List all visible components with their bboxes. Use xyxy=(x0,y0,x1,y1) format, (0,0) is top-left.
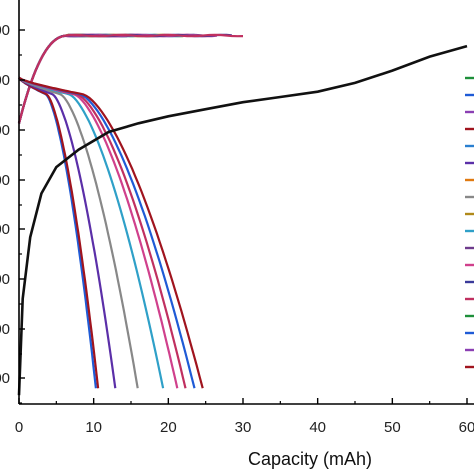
charge-curve xyxy=(17,33,139,124)
discharge-curve xyxy=(18,76,204,389)
y-tick-label: 00 xyxy=(0,22,10,39)
x-tick-label: 50 xyxy=(384,419,401,436)
discharge-curve xyxy=(18,77,100,389)
y-tick-label: 00 xyxy=(0,370,10,387)
charge-curve xyxy=(17,33,244,124)
x-tick-label: 0 xyxy=(15,419,23,436)
x-axis-title: Capacity (mAh) xyxy=(248,449,372,469)
y-tick-label: 00 xyxy=(0,122,10,139)
discharge-curve xyxy=(18,76,139,389)
discharge-curve xyxy=(18,76,117,389)
x-tick-label: 60 xyxy=(459,419,474,436)
discharge-curve xyxy=(18,76,187,389)
charge-curve xyxy=(17,33,128,124)
x-tick-label: 10 xyxy=(85,419,102,436)
x-tick-label: 30 xyxy=(235,419,252,436)
y-tick-label: 00 xyxy=(0,221,10,238)
y-tick-label: 00 xyxy=(0,172,10,189)
y-tick-label: 00 xyxy=(0,72,10,89)
x-tick-label: 20 xyxy=(160,419,177,436)
charge-curve xyxy=(17,33,150,124)
legend-swatches xyxy=(465,76,474,369)
discharge-curve xyxy=(18,76,196,389)
y-tick-label: 00 xyxy=(0,321,10,338)
tick-labels: 0 10 20 30 40 50 60 00 00 00 00 00 00 00 00 xyxy=(0,22,474,436)
data-curves xyxy=(17,33,468,396)
black-curve xyxy=(17,44,468,396)
charge-curve xyxy=(17,33,195,124)
tick-marks xyxy=(18,29,468,404)
x-tick-label: 40 xyxy=(309,419,326,436)
y-tick-label: 00 xyxy=(0,271,10,288)
axes xyxy=(18,0,474,405)
